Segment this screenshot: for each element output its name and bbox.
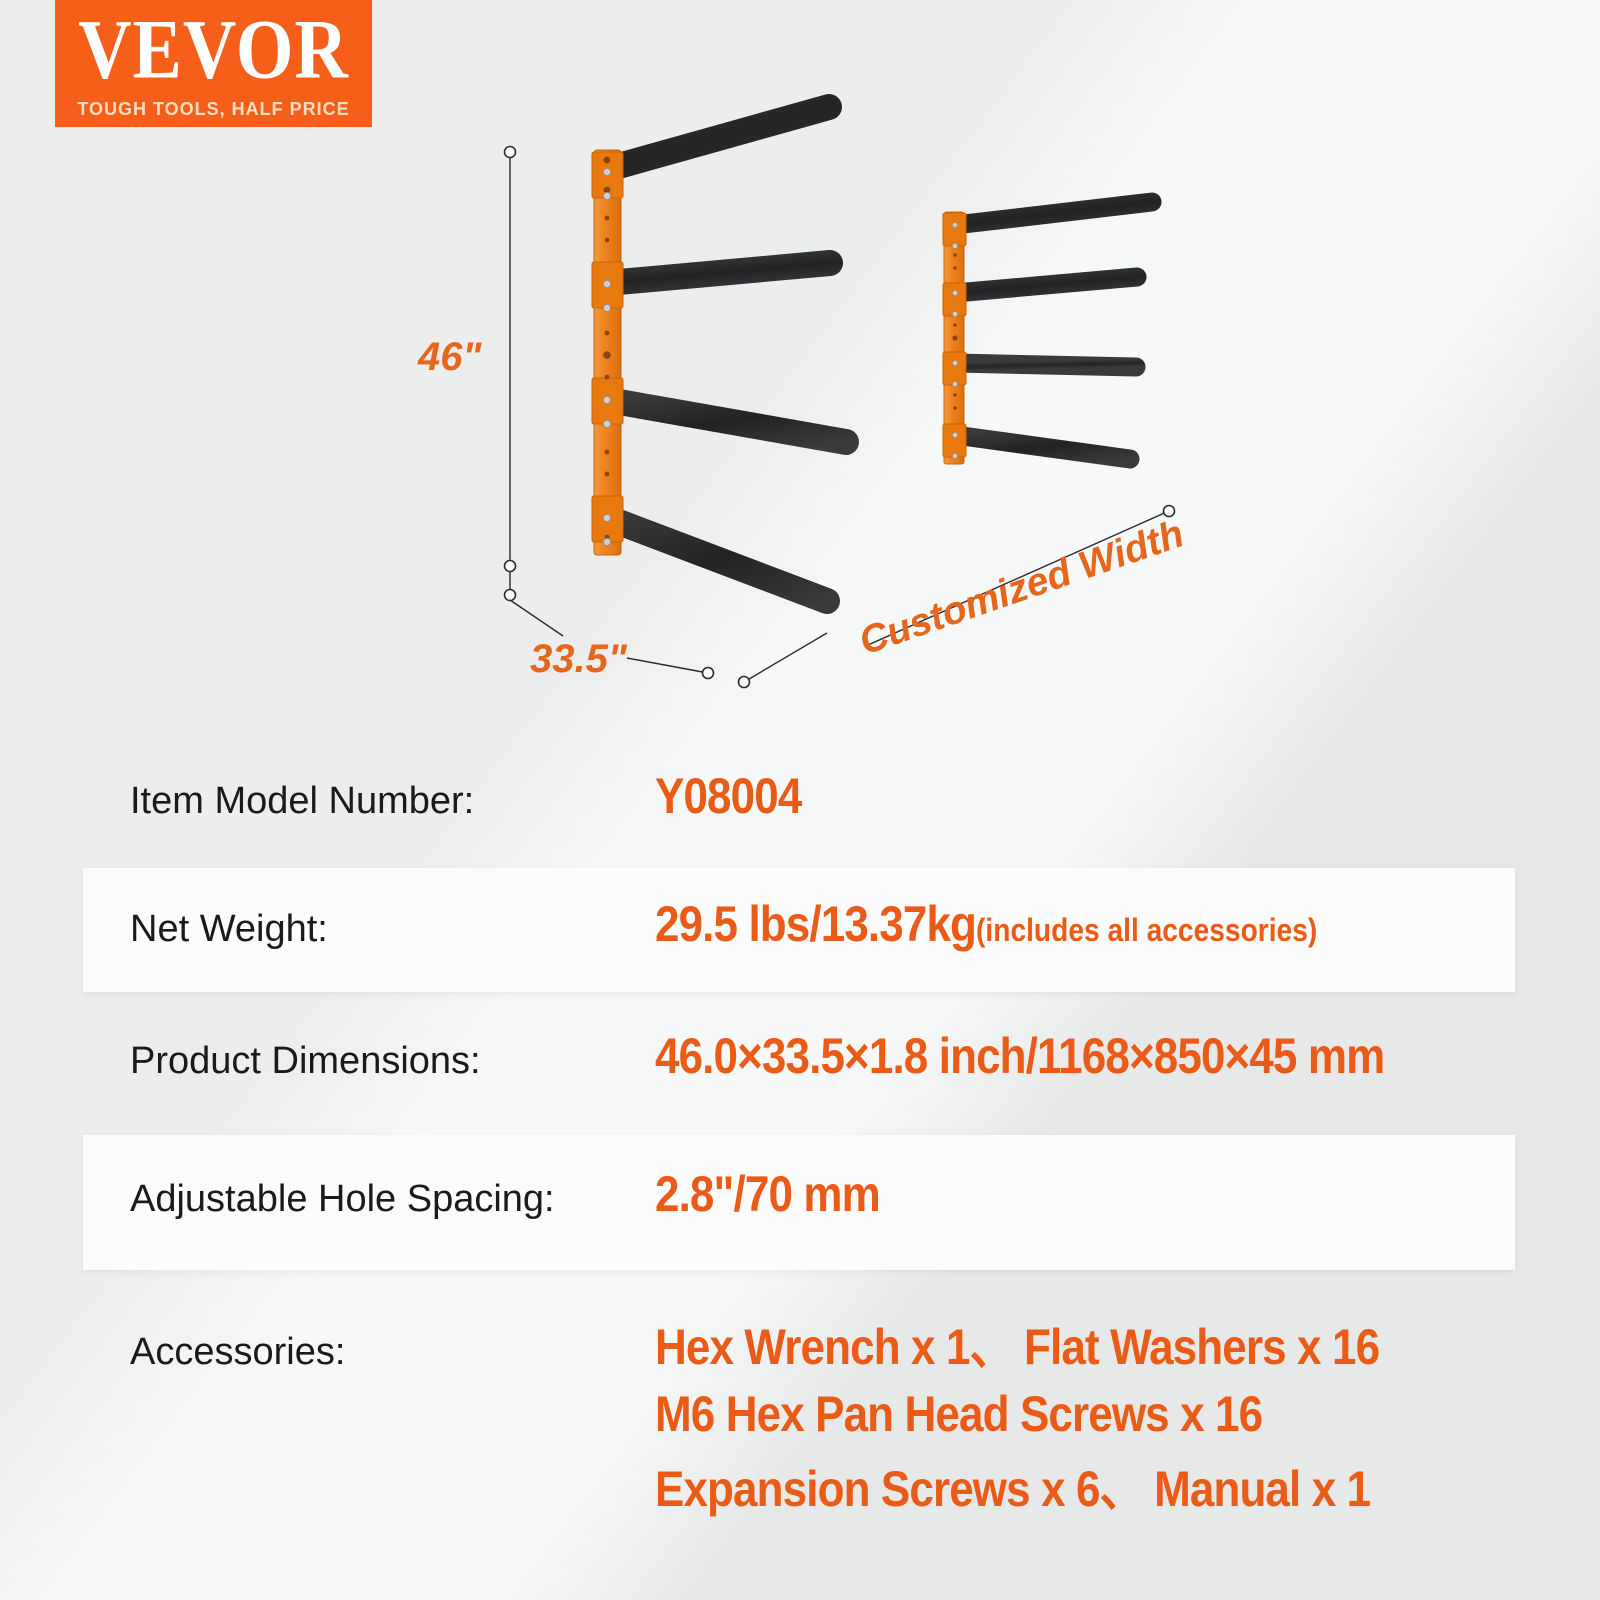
svg-text:33.5": 33.5" [530, 637, 628, 681]
svg-text:Customized Width: Customized Width [854, 512, 1189, 663]
svg-text:46": 46" [417, 335, 482, 379]
